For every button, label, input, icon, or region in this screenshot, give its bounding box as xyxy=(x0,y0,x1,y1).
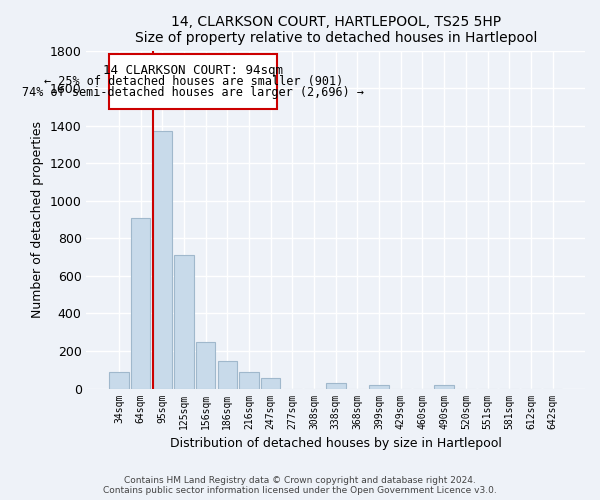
Bar xyxy=(239,372,259,388)
Text: 74% of semi-detached houses are larger (2,696) →: 74% of semi-detached houses are larger (… xyxy=(22,86,364,99)
X-axis label: Distribution of detached houses by size in Hartlepool: Distribution of detached houses by size … xyxy=(170,437,502,450)
Bar xyxy=(109,54,277,108)
Bar xyxy=(261,378,280,388)
Text: ← 25% of detached houses are smaller (901): ← 25% of detached houses are smaller (90… xyxy=(44,75,343,88)
Bar xyxy=(326,383,346,388)
Bar xyxy=(174,255,194,388)
Bar xyxy=(434,385,454,388)
Bar xyxy=(152,132,172,388)
Text: Contains HM Land Registry data © Crown copyright and database right 2024.
Contai: Contains HM Land Registry data © Crown c… xyxy=(103,476,497,495)
Y-axis label: Number of detached properties: Number of detached properties xyxy=(31,121,44,318)
Text: 14 CLARKSON COURT: 94sqm: 14 CLARKSON COURT: 94sqm xyxy=(103,64,283,76)
Title: 14, CLARKSON COURT, HARTLEPOOL, TS25 5HP
Size of property relative to detached h: 14, CLARKSON COURT, HARTLEPOOL, TS25 5HP… xyxy=(134,15,537,45)
Bar xyxy=(370,385,389,388)
Bar xyxy=(196,342,215,388)
Bar xyxy=(218,362,237,388)
Bar xyxy=(109,372,128,388)
Bar xyxy=(131,218,151,388)
